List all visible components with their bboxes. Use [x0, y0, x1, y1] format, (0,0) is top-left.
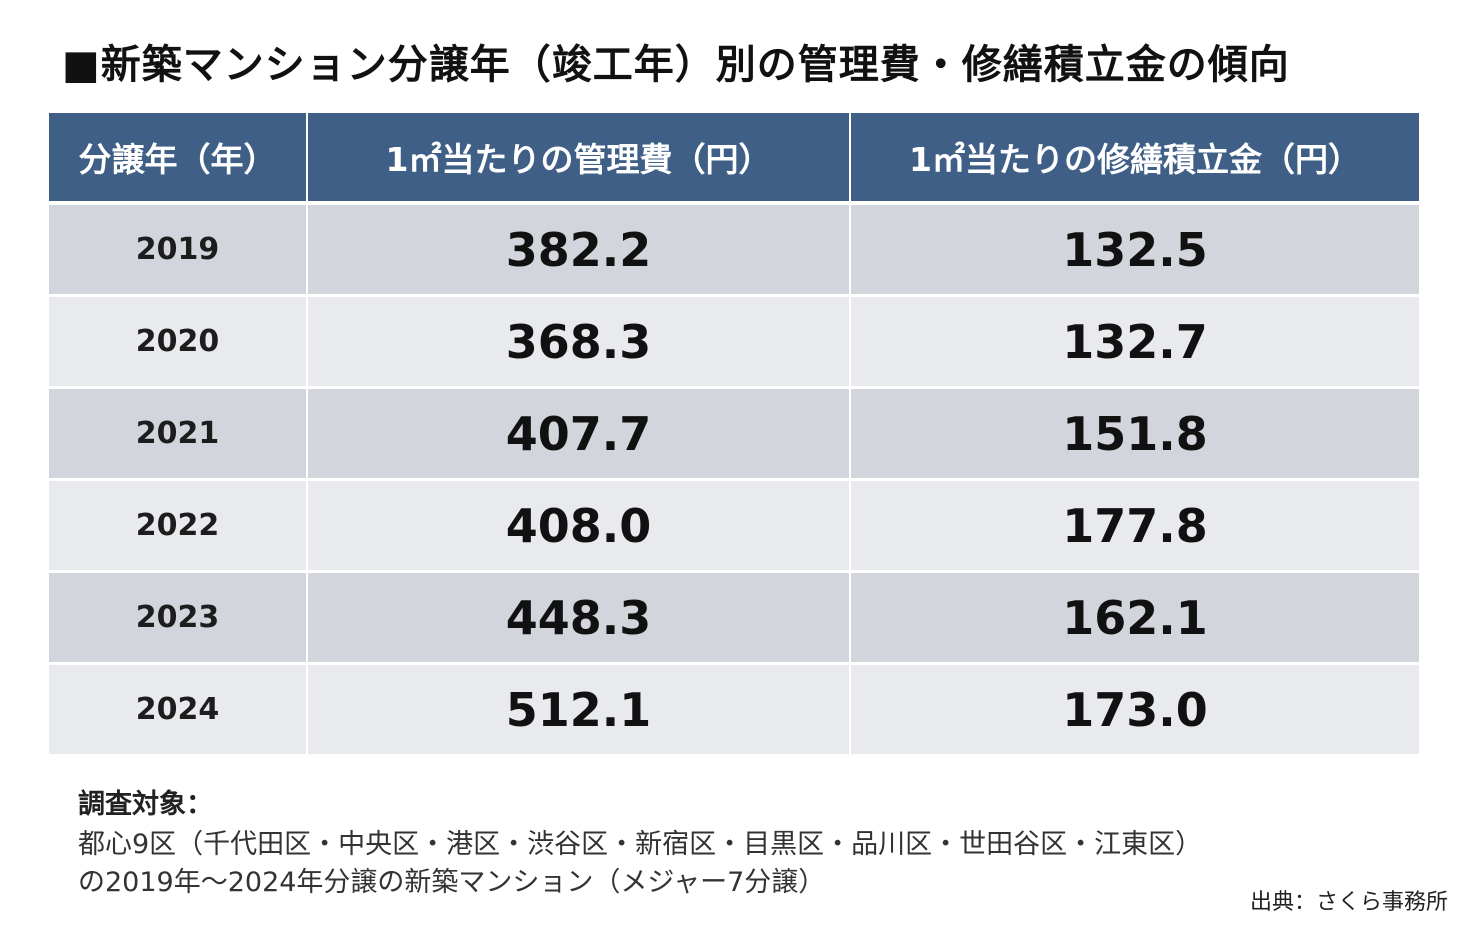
cell-year: 2020	[49, 295, 308, 389]
survey-target-line: の2019年～2024年分譲の新築マンション（メジャー7分譲）	[78, 867, 826, 898]
cell-year: 2021	[49, 387, 308, 481]
cell-year: 2023	[49, 571, 308, 665]
page-title: ■新築マンション分譲年（竣工年）別の管理費・修繕積立金の傾向	[62, 42, 1290, 88]
table-row: 2020 368.3 132.7	[49, 295, 1419, 389]
data-table: 分譲年（年） 1㎡当たりの管理費（円） 1㎡当たりの修繕積立金（円） 2019 …	[49, 113, 1419, 757]
cell-repair-reserve: 151.8	[850, 387, 1419, 481]
table-row: 2022 408.0 177.8	[49, 479, 1419, 573]
cell-management-fee: 448.3	[307, 571, 851, 665]
table-header-row: 分譲年（年） 1㎡当たりの管理費（円） 1㎡当たりの修繕積立金（円）	[49, 113, 1419, 205]
column-header-management-fee: 1㎡当たりの管理費（円）	[307, 113, 851, 205]
table-row: 2021 407.7 151.8	[49, 387, 1419, 481]
cell-repair-reserve: 173.0	[850, 663, 1419, 757]
cell-year: 2022	[49, 479, 308, 573]
cell-year: 2019	[49, 203, 308, 297]
survey-target-heading: 調査対象：	[78, 789, 213, 820]
cell-management-fee: 407.7	[307, 387, 851, 481]
source-credit: 出典：さくら事務所	[1249, 890, 1448, 915]
table-row: 2023 448.3 162.1	[49, 571, 1419, 665]
survey-target-line: 都心9区（千代田区・中央区・港区・渋谷区・新宿区・目黒区・品川区・世田谷区・江東…	[78, 829, 1203, 860]
cell-management-fee: 408.0	[307, 479, 851, 573]
table-row: 2019 382.2 132.5	[49, 203, 1419, 297]
cell-management-fee: 382.2	[307, 203, 851, 297]
cell-repair-reserve: 132.7	[850, 295, 1419, 389]
cell-repair-reserve: 162.1	[850, 571, 1419, 665]
cell-management-fee: 512.1	[307, 663, 851, 757]
cell-repair-reserve: 177.8	[850, 479, 1419, 573]
column-header-repair-reserve: 1㎡当たりの修繕積立金（円）	[850, 113, 1419, 205]
cell-repair-reserve: 132.5	[850, 203, 1419, 297]
cell-management-fee: 368.3	[307, 295, 851, 389]
cell-year: 2024	[49, 663, 308, 757]
table-row: 2024 512.1 173.0	[49, 663, 1419, 757]
column-header-year: 分譲年（年）	[49, 113, 308, 205]
